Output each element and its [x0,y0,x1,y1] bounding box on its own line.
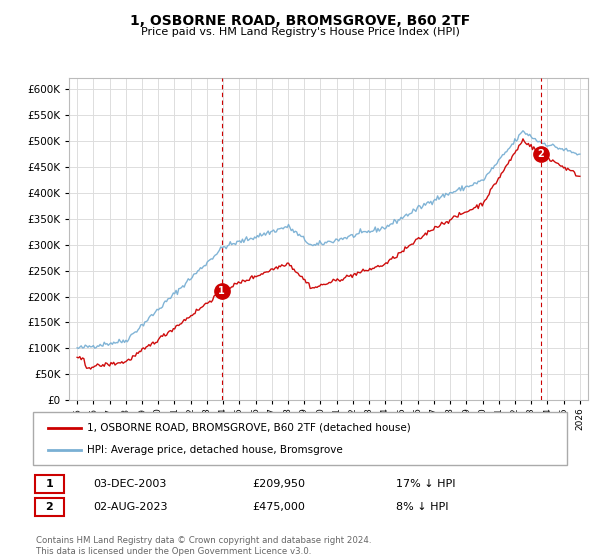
Text: 2: 2 [537,149,544,158]
Text: £475,000: £475,000 [252,502,305,512]
Text: 02-AUG-2023: 02-AUG-2023 [93,502,167,512]
Text: 1, OSBORNE ROAD, BROMSGROVE, B60 2TF (detached house): 1, OSBORNE ROAD, BROMSGROVE, B60 2TF (de… [87,423,411,433]
Text: 1: 1 [218,286,225,296]
Text: HPI: Average price, detached house, Bromsgrove: HPI: Average price, detached house, Brom… [87,445,343,455]
Text: 2: 2 [46,502,53,512]
Text: 8% ↓ HPI: 8% ↓ HPI [396,502,449,512]
Text: 1: 1 [46,479,53,489]
Text: 17% ↓ HPI: 17% ↓ HPI [396,479,455,489]
Text: 03-DEC-2003: 03-DEC-2003 [93,479,166,489]
Text: Contains HM Land Registry data © Crown copyright and database right 2024.
This d: Contains HM Land Registry data © Crown c… [36,536,371,556]
Text: 1, OSBORNE ROAD, BROMSGROVE, B60 2TF: 1, OSBORNE ROAD, BROMSGROVE, B60 2TF [130,14,470,28]
Text: £209,950: £209,950 [252,479,305,489]
Text: Price paid vs. HM Land Registry's House Price Index (HPI): Price paid vs. HM Land Registry's House … [140,27,460,37]
